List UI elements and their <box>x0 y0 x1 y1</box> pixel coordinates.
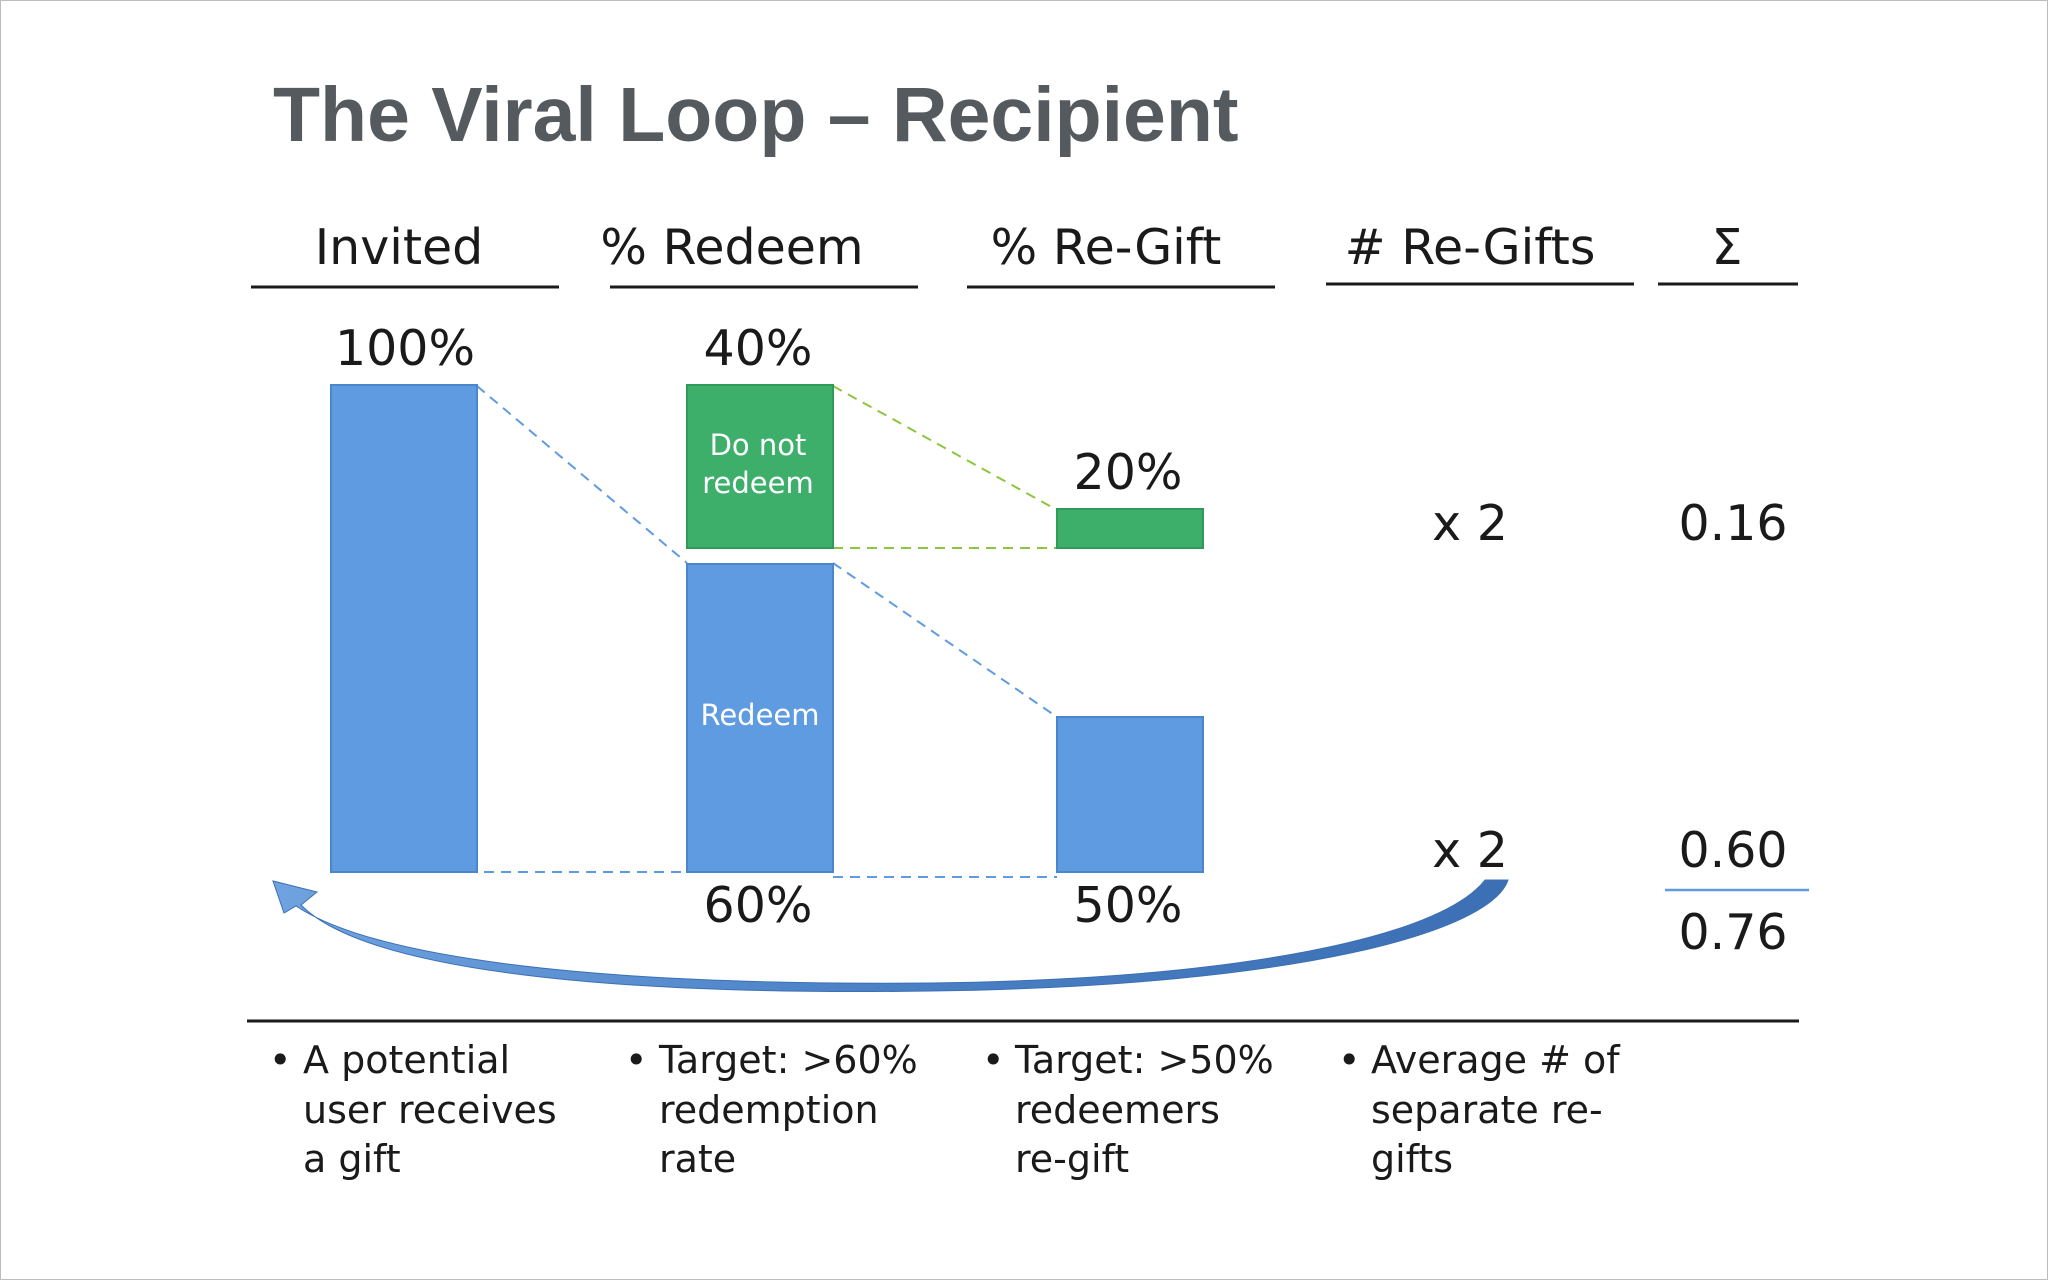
regift-top-value: 20% <box>1074 444 1183 501</box>
note-line: A potential <box>303 1038 510 1082</box>
notes: • A potential user receives a gift • Tar… <box>269 1038 1621 1181</box>
redeem-bottom-value: 60% <box>704 877 813 934</box>
redeem-top-value: 40% <box>704 320 813 377</box>
note-line: user receives <box>303 1088 557 1132</box>
note-line: rate <box>659 1137 736 1181</box>
note-redeem: • Target: >60% redemption rate <box>625 1038 918 1181</box>
header-regifts-count: # Re-Gifts <box>1345 219 1596 276</box>
bar-redeem <box>686 563 834 873</box>
header-invited: Invited <box>315 219 484 276</box>
note-invited: • A potential user receives a gift <box>269 1038 557 1181</box>
note-bullet: • <box>269 1038 291 1082</box>
note-line: gifts <box>1371 1137 1453 1181</box>
note-regift: • Target: >50% redeemers re-gift <box>982 1038 1274 1181</box>
bar-regift-redeem <box>1056 716 1204 873</box>
note-bullet: • <box>982 1038 1004 1082</box>
column-headers: Invited % Redeem % Re-Gift # Re-Gifts Σ <box>251 219 1798 289</box>
note-line: re-gift <box>1015 1137 1129 1181</box>
connector-line <box>832 385 1058 511</box>
sum-top: 0.16 <box>1678 495 1787 552</box>
regifts-bottom-multiplier: x 2 <box>1432 822 1508 879</box>
note-line: Average # of <box>1371 1038 1621 1082</box>
invited-value: 100% <box>335 320 475 377</box>
redeem-label: Redeem <box>700 698 819 732</box>
do-not-redeem-label: redeem <box>702 466 813 500</box>
value-labels: 100% 40% 60% 20% 50% x 2 x 2 0.16 0.60 0… <box>335 320 1788 961</box>
note-line: a gift <box>303 1137 401 1181</box>
note-regifts-count: • Average # of separate re- gifts <box>1338 1038 1621 1181</box>
connector-line <box>832 562 1058 718</box>
header-sum: Σ <box>1712 219 1743 276</box>
connector-line <box>476 385 688 564</box>
bar-invited <box>330 384 478 873</box>
sum-bottom: 0.60 <box>1678 822 1787 879</box>
note-bullet: • <box>625 1038 647 1082</box>
regift-bottom-value: 50% <box>1074 877 1183 934</box>
note-line: separate re- <box>1371 1088 1603 1132</box>
header-redeem: % Redeem <box>600 219 863 276</box>
note-line: Target: >60% <box>658 1038 918 1082</box>
sum-total: 0.76 <box>1678 904 1787 961</box>
page-title: The Viral Loop – Recipient <box>273 72 1239 158</box>
bar-regift-do-not-redeem <box>1056 508 1204 549</box>
note-line: redeemers <box>1015 1088 1220 1132</box>
header-regift: % Re-Gift <box>991 219 1222 276</box>
bars <box>330 384 1204 873</box>
note-line: Target: >50% <box>1014 1038 1274 1082</box>
regifts-top-multiplier: x 2 <box>1432 495 1508 552</box>
note-bullet: • <box>1338 1038 1360 1082</box>
do-not-redeem-label: Do not <box>710 428 807 462</box>
bar-do-not-redeem <box>686 384 834 549</box>
loop-arrow-icon <box>272 879 1509 993</box>
note-line: redemption <box>659 1088 879 1132</box>
